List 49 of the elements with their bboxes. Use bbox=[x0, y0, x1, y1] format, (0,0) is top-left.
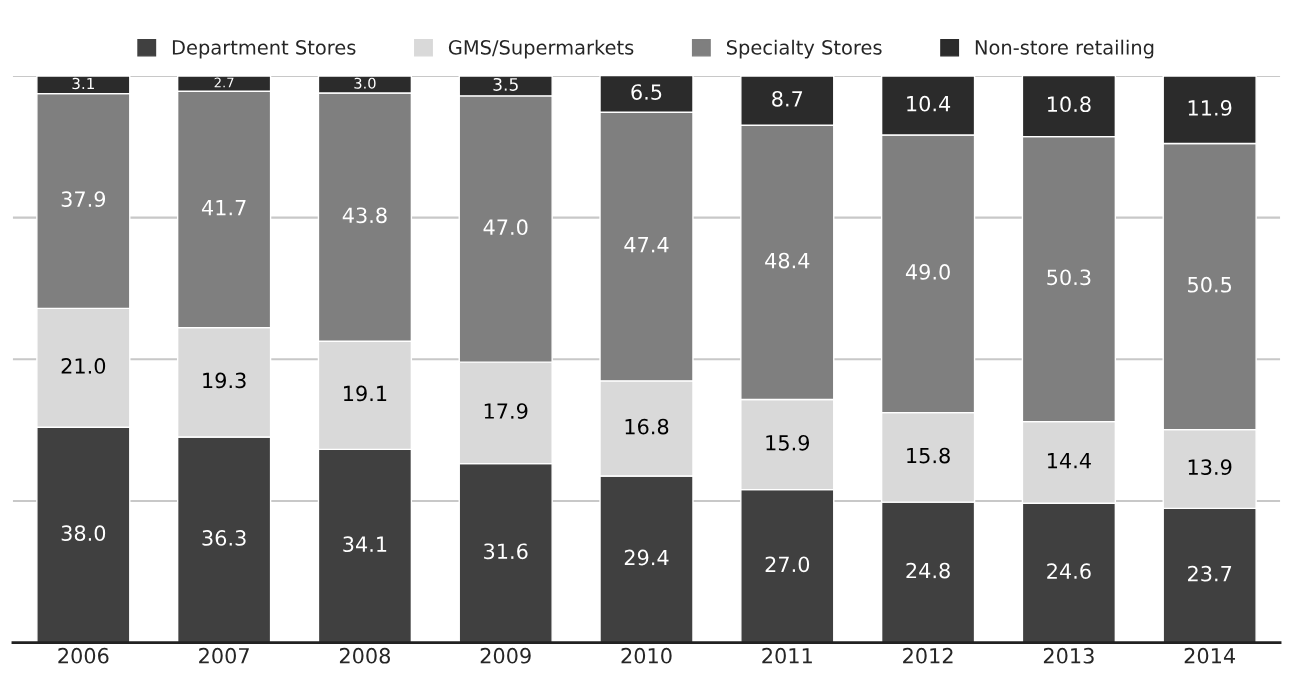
data-label: 47.4 bbox=[624, 237, 669, 253]
data-label: 8.7 bbox=[772, 90, 803, 107]
data-label: 38.0 bbox=[61, 525, 106, 542]
data-label: 27.0 bbox=[765, 556, 810, 573]
data-label: 50.5 bbox=[1188, 276, 1232, 293]
data-label: 23.7 bbox=[1188, 565, 1232, 582]
x-tick-label: 2008 bbox=[339, 647, 390, 664]
data-label: 41.7 bbox=[201, 200, 246, 216]
legend-label: Department Stores bbox=[172, 40, 356, 59]
data-label: 11.9 bbox=[1188, 100, 1232, 116]
x-tick-label: 2009 bbox=[480, 647, 531, 664]
data-label: 16.8 bbox=[625, 418, 669, 435]
data-label: 24.6 bbox=[1047, 563, 1091, 579]
x-tick-label: 2014 bbox=[1184, 647, 1236, 664]
data-label: 47.0 bbox=[483, 219, 528, 236]
data-label: 50.3 bbox=[1047, 269, 1091, 286]
legend-label: Non-store retailing bbox=[975, 39, 1154, 59]
data-label: 36.3 bbox=[202, 530, 246, 546]
data-label: 31.6 bbox=[484, 543, 528, 560]
data-label: 15.8 bbox=[907, 447, 950, 464]
x-tick-label: 2013 bbox=[1043, 647, 1094, 664]
data-label: 17.9 bbox=[484, 403, 528, 419]
data-label: 2.7 bbox=[214, 77, 234, 88]
x-tick-label: 2012 bbox=[903, 647, 953, 664]
data-label: 43.8 bbox=[342, 207, 387, 224]
x-tick-label: 2006 bbox=[58, 647, 109, 664]
data-label: 3.1 bbox=[72, 77, 94, 90]
data-label: 19.1 bbox=[344, 385, 387, 402]
data-label: 19.3 bbox=[203, 372, 246, 389]
data-label: 34.1 bbox=[343, 536, 387, 553]
data-label: 37.9 bbox=[61, 191, 106, 207]
data-label: 15.9 bbox=[766, 434, 810, 451]
data-label: 10.4 bbox=[907, 95, 951, 112]
data-label: 49.0 bbox=[905, 264, 950, 280]
data-label: 10.8 bbox=[1047, 96, 1091, 113]
data-label: 24.8 bbox=[906, 562, 950, 579]
x-tick-label: 2007 bbox=[199, 647, 249, 664]
data-label: 6.5 bbox=[631, 84, 662, 100]
legend-label: GMS/Supermarkets bbox=[448, 39, 634, 59]
data-label: 3.0 bbox=[354, 77, 376, 89]
x-tick-label: 2011 bbox=[762, 647, 812, 664]
data-label: 29.4 bbox=[624, 549, 669, 566]
data-label: 14.4 bbox=[1047, 453, 1091, 469]
legend-label: Specialty Stores bbox=[726, 39, 882, 59]
data-label: 48.4 bbox=[765, 252, 810, 269]
data-label: 21.0 bbox=[61, 358, 106, 374]
x-tick-label: 2010 bbox=[621, 647, 672, 664]
data-label: 13.9 bbox=[1188, 459, 1232, 476]
data-label: 3.5 bbox=[493, 77, 518, 91]
